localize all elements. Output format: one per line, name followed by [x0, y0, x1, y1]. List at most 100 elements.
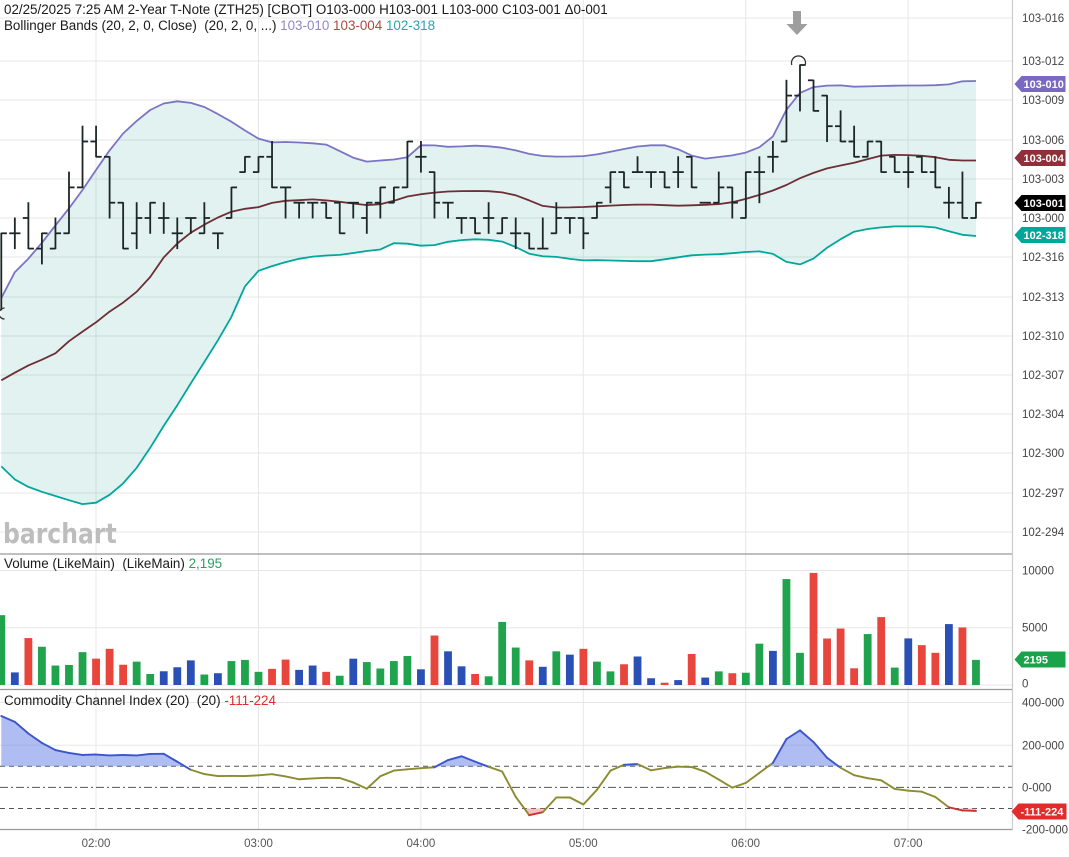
- ohlc-bar: [916, 155, 928, 173]
- ohlc-bar: [523, 232, 535, 250]
- volume-bar: [714, 671, 723, 685]
- volume-bar: [890, 667, 899, 685]
- ohlc-bar: [401, 140, 414, 189]
- volume-bar: [457, 666, 466, 685]
- svg-text:102-318: 102-318: [1024, 230, 1064, 242]
- axis-badge: [1014, 150, 1066, 166]
- axis-label: -200-000: [1022, 825, 1068, 837]
- volume-bar: [674, 680, 683, 685]
- volume-bar: [701, 677, 710, 685]
- barchart-watermark: barchart: [3, 517, 117, 550]
- volume-bar: [227, 661, 236, 685]
- volume-bar: [376, 668, 385, 685]
- axis-badge: [1014, 227, 1066, 243]
- volume-bar: [295, 669, 304, 685]
- axis-label: 200-000: [1022, 740, 1064, 752]
- volume-bar: [146, 674, 155, 685]
- ohlc-bar: [198, 202, 210, 235]
- ohlc-bar: [469, 217, 481, 235]
- ohlc-bar: [158, 202, 170, 234]
- time-axis[interactable]: 02:00 03:00 04:00 05:00 06:00 07:00: [82, 838, 923, 850]
- right-axis[interactable]: 103-016 103-012 103-009 103-006 103-003 103-0…: [1011, 13, 1069, 837]
- volume-bar: [132, 661, 141, 685]
- panel-borders: [0, 0, 1014, 831]
- volume-bar: [579, 648, 588, 685]
- ohlc-bar: [307, 201, 319, 219]
- volume-bar: [958, 627, 967, 685]
- ohlc-bars: [0, 64, 982, 311]
- axis-label: 102-300: [1022, 448, 1064, 460]
- volume-bar: [213, 673, 222, 685]
- ohlc-bar: [577, 217, 589, 250]
- ohlc-bar: [645, 171, 657, 188]
- circle-annotation-left: [0, 307, 5, 320]
- axis-label: 103-006: [1022, 135, 1064, 147]
- volume-bar: [593, 661, 601, 685]
- ohlc-bar: [591, 201, 603, 219]
- ohlc-bar: [144, 201, 156, 234]
- ohlc-bar: [550, 202, 562, 235]
- axis-label: 103-000: [1022, 213, 1064, 225]
- axis-label: 400-000: [1022, 698, 1064, 710]
- volume-bar: [403, 656, 412, 685]
- volume-bar: [836, 628, 845, 685]
- volume-bar: [105, 648, 114, 685]
- volume-bar: [335, 675, 344, 685]
- volume-bar: [268, 668, 276, 685]
- volume-bar: [254, 671, 263, 685]
- volume-bar: [877, 617, 886, 685]
- ohlc-bar: [428, 171, 441, 219]
- volume-bar: [0, 615, 6, 685]
- axis-label: 102-294: [1022, 527, 1065, 539]
- volume-bar: [552, 651, 561, 685]
- volume-bar: [633, 656, 642, 685]
- volume-bar: [281, 659, 290, 685]
- ohlc-bar: [970, 201, 982, 219]
- cci-plot: [0, 715, 1013, 817]
- volume-bar: [741, 672, 750, 685]
- volume-bar: [173, 667, 182, 685]
- volume-bar: [687, 653, 696, 685]
- volume-bar: [65, 664, 73, 685]
- ohlc-bar: [334, 201, 346, 235]
- ohlc-bar: [713, 171, 725, 204]
- ohlc-bar: [76, 125, 89, 189]
- bollinger-middle-value: 103-004: [333, 18, 383, 33]
- axis-label: 102-316: [1022, 252, 1064, 264]
- ohlc-bar: [90, 125, 102, 158]
- circle-annotation: [790, 55, 807, 66]
- axis-label: 102-307: [1022, 370, 1064, 382]
- axis-label: 102-313: [1022, 292, 1064, 304]
- volume-title: Volume (LikeMain) (LikeMain) 2,195: [4, 556, 222, 571]
- ohlc-bar: [63, 171, 75, 235]
- ohlc-bar: [862, 140, 874, 158]
- volume-bar: [92, 658, 100, 685]
- time-label: 07:00: [894, 838, 923, 850]
- ohlc-bar: [374, 186, 386, 219]
- volume-bar: [78, 652, 87, 685]
- time-label: 06:00: [731, 838, 760, 850]
- bollinger-upper-value: 103-010: [280, 18, 330, 33]
- ohlc-bar: [889, 155, 901, 173]
- ohlc-bar: [103, 155, 116, 219]
- study-title: Bollinger Bands (20, 2, 0, Close) (20, 2…: [4, 18, 435, 33]
- ohlc-bar: [266, 141, 278, 189]
- svg-text:-111-224: -111-224: [1021, 807, 1065, 819]
- volume-bar: [538, 666, 547, 685]
- ohlc-bar: [604, 171, 617, 204]
- down-arrow-annotation: [786, 11, 808, 35]
- volume-bar: [850, 668, 859, 685]
- svg-text:2195: 2195: [1024, 655, 1048, 667]
- ohlc-bar: [361, 201, 373, 234]
- volume-bar: [647, 678, 655, 685]
- volume-bar: [728, 673, 737, 685]
- volume-bar: [782, 579, 791, 685]
- ohlc-bar: [442, 201, 454, 219]
- axis-label: 102-310: [1022, 331, 1064, 343]
- volume-bar: [444, 651, 452, 685]
- axis-badge: [1014, 195, 1066, 211]
- ohlc-bar: [767, 141, 779, 173]
- axis-label: 103-012: [1022, 56, 1064, 68]
